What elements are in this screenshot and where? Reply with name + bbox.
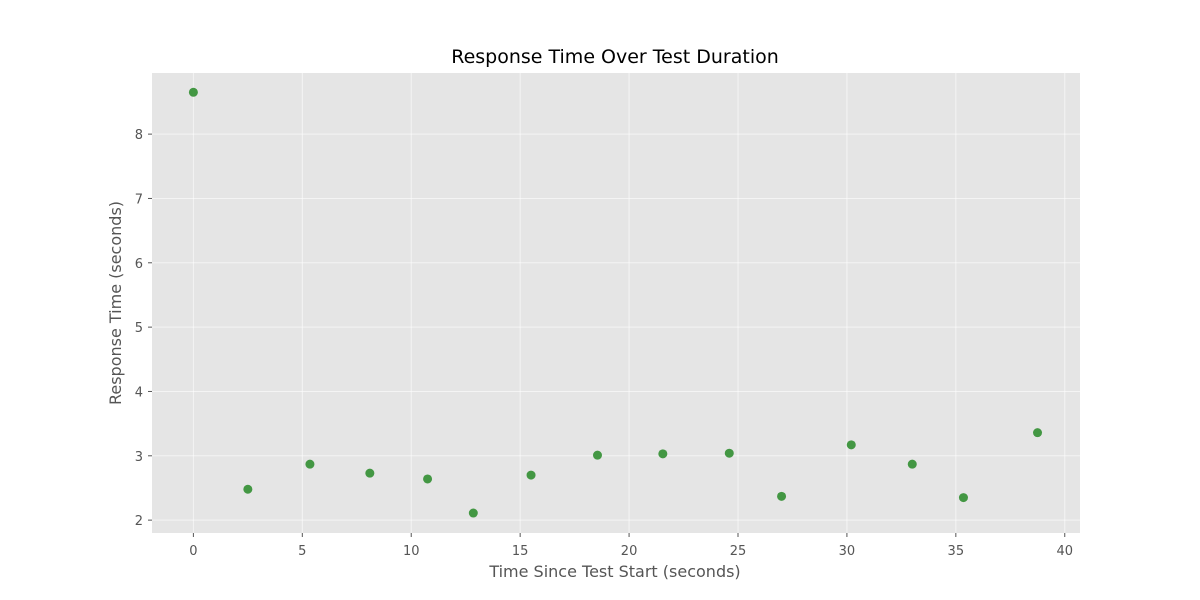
y-tick-label: 3	[135, 450, 143, 465]
data-point	[526, 470, 536, 480]
x-tick-label: 0	[189, 544, 197, 559]
data-point	[724, 448, 734, 458]
data-point	[305, 459, 315, 469]
grid-layer	[152, 73, 1080, 533]
data-point	[958, 493, 968, 503]
x-axis-label: Time Since Test Start (seconds)	[488, 562, 740, 581]
x-tick-label: 35	[948, 544, 965, 559]
data-point	[243, 484, 253, 494]
plot-area	[152, 73, 1080, 533]
x-tick-label: 20	[621, 544, 638, 559]
y-tick-label: 5	[135, 321, 143, 336]
y-tick-label: 7	[135, 192, 143, 207]
data-point	[907, 459, 917, 469]
data-point	[468, 508, 478, 518]
data-point	[1033, 428, 1043, 438]
x-tick-label: 5	[298, 544, 306, 559]
data-point	[365, 468, 375, 478]
data-point	[592, 450, 602, 460]
x-tick-label: 30	[839, 544, 856, 559]
y-axis-label: Response Time (seconds)	[106, 201, 125, 405]
y-tick-label: 6	[135, 257, 143, 272]
x-tick-label: 15	[512, 544, 529, 559]
data-point	[423, 474, 433, 484]
points-layer	[188, 87, 1043, 518]
data-point	[188, 87, 198, 97]
y-tick-label: 2	[135, 514, 143, 529]
y-tick-label: 4	[135, 385, 143, 400]
data-point	[777, 491, 787, 501]
x-tick-label: 25	[730, 544, 747, 559]
data-point	[658, 449, 668, 459]
x-tick-label: 40	[1056, 544, 1073, 559]
ticks-layer: 0 5 10 15 20 25 30 35 40 2 3 4 5 6 7 8	[135, 128, 1073, 559]
data-point	[846, 440, 856, 450]
y-tick-label: 8	[135, 128, 143, 143]
chart-title: Response Time Over Test Duration	[451, 46, 779, 68]
x-tick-label: 10	[403, 544, 420, 559]
